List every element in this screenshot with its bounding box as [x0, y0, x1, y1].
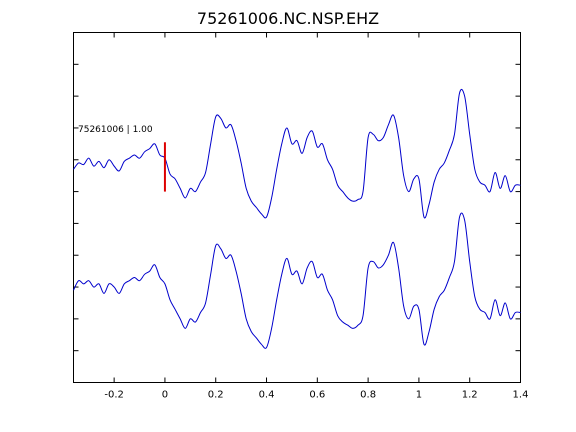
x-tick-label: 0 — [162, 390, 168, 401]
x-tick-label: 0.6 — [309, 390, 325, 401]
x-tick-label: 1.2 — [462, 390, 478, 401]
x-tick-label: 1 — [416, 390, 422, 401]
x-tick-label: 0.4 — [259, 390, 275, 401]
trace-line-2 — [73, 212, 521, 349]
trace-line-1 — [73, 88, 521, 219]
chart-title: 75261006.NC.NSP.EHZ — [197, 9, 379, 28]
x-tick-label: -0.2 — [104, 390, 124, 401]
plot-frame — [73, 32, 521, 383]
x-tick-label: 0.8 — [360, 390, 376, 401]
x-tick-label: 0.2 — [208, 390, 224, 401]
traces — [73, 88, 521, 349]
axis-ticks: -0.2 0 0.2 0.4 0.6 0.8 1 1.2 1.4 — [73, 32, 529, 401]
x-tick-label: 1.4 — [513, 390, 529, 401]
trace-annotation: 75261006 | 1.00 — [78, 125, 153, 135]
